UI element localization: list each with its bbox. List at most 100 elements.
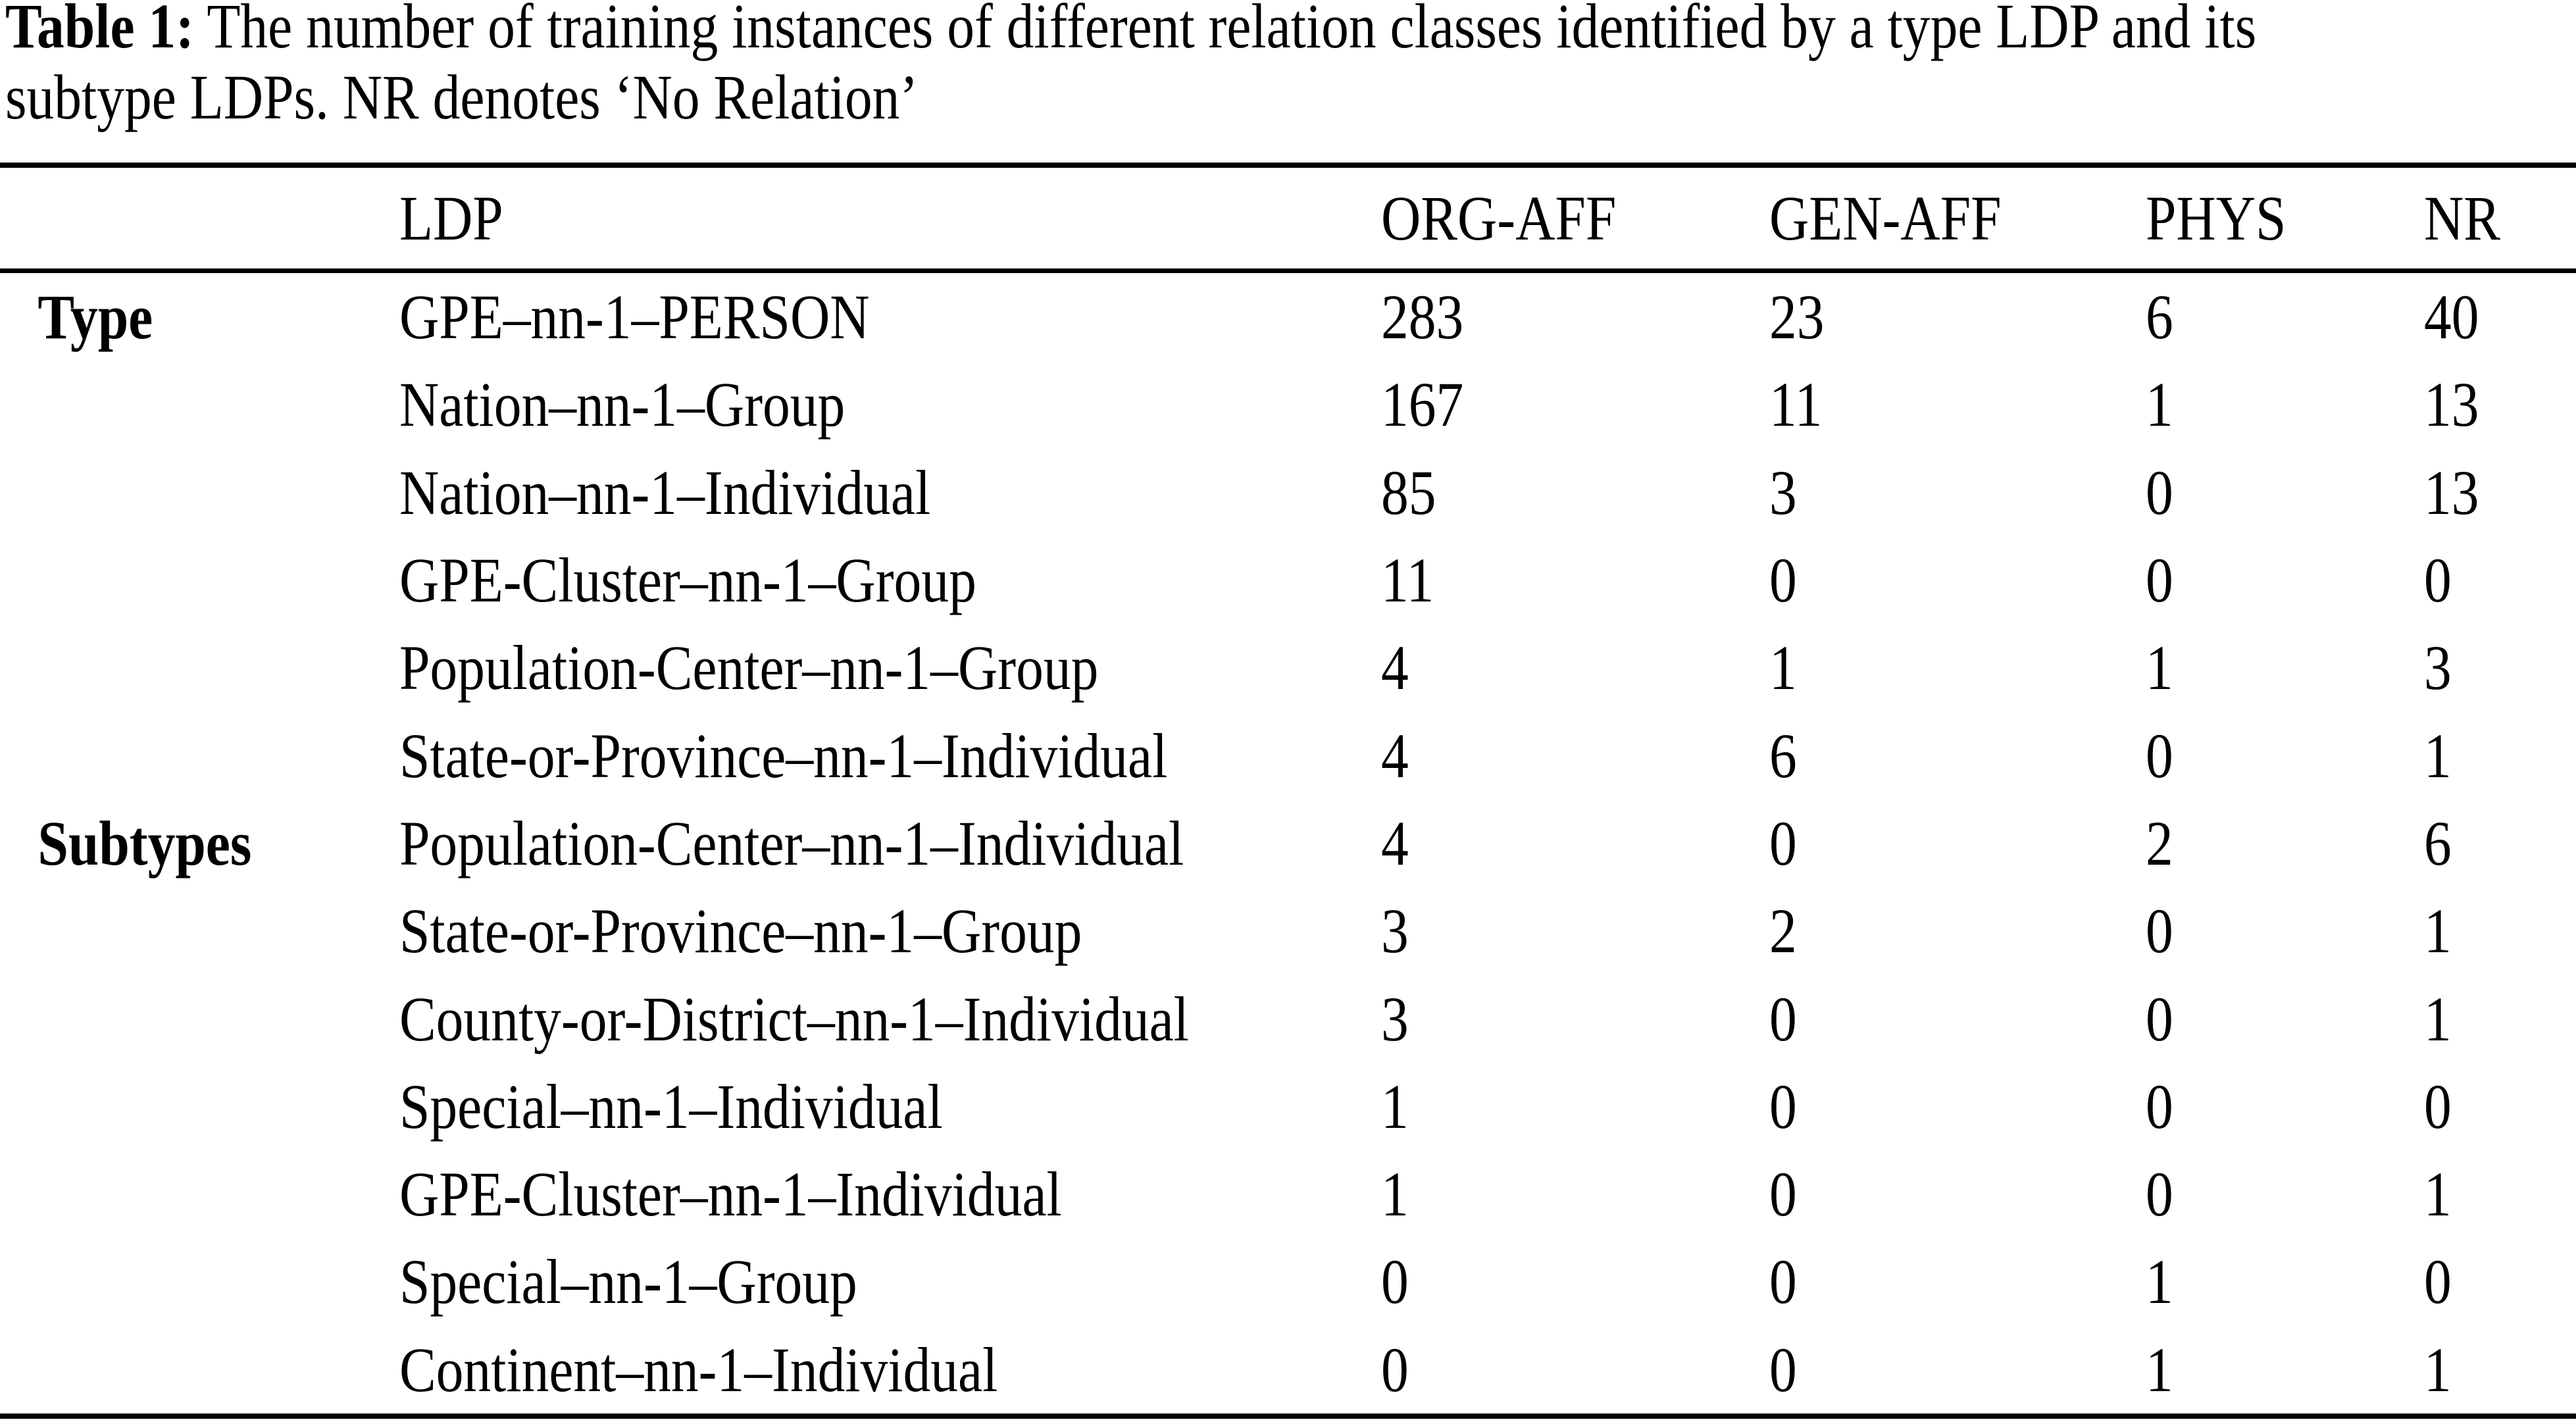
gen-aff-cell: 3	[1769, 457, 1797, 528]
gen-aff-cell: 0	[1769, 807, 1797, 879]
nr-cell: 1	[2423, 896, 2452, 967]
row-group-label	[0, 1238, 343, 1325]
nr-cell: 1	[2423, 720, 2452, 791]
gen-aff-cell: 2	[1769, 896, 1797, 967]
table-row: Special–nn-1–Group 0 0 1 0	[0, 1238, 2576, 1325]
caption-table-label: Table 1:	[5, 0, 194, 61]
phys-cell: 1	[2145, 1246, 2173, 1317]
header-phys: PHYS	[2145, 183, 2286, 253]
ldp-cell: State-or-Province–nn-1–Individual	[399, 720, 1168, 791]
ldp-cell: Population-Center–nn-1–Group	[399, 632, 1099, 703]
table-row: Special–nn-1–Individual 1 0 0 0	[0, 1063, 2576, 1150]
org-aff-cell: 167	[1380, 369, 1464, 440]
header-org-aff: ORG-AFF	[1380, 183, 1617, 253]
nr-cell: 1	[2423, 983, 2452, 1054]
table-row: Nation–nn-1–Group 167 11 1 13	[0, 361, 2576, 448]
org-aff-cell: 4	[1380, 720, 1409, 791]
gen-aff-cell: 0	[1769, 1071, 1797, 1142]
phys-cell: 0	[2145, 457, 2173, 528]
gen-aff-cell: 11	[1769, 369, 1823, 440]
phys-cell: 1	[2145, 369, 2173, 440]
org-aff-cell: 85	[1380, 457, 1436, 528]
ldp-cell: Special–nn-1–Group	[399, 1246, 857, 1317]
table-caption: Table 1: The number of training instance…	[5, 0, 2571, 133]
phys-cell: 6	[2145, 282, 2173, 353]
org-aff-cell: 11	[1380, 545, 1434, 616]
ldp-cell: Nation–nn-1–Group	[399, 369, 846, 440]
table-row: Continent–nn-1–Individual 0 0 1 1	[0, 1326, 2576, 1413]
phys-cell: 1	[2145, 1334, 2173, 1405]
table-row: Population-Center–nn-1–Group 4 1 1 3	[0, 624, 2576, 711]
nr-cell: 0	[2423, 1071, 2452, 1142]
nr-cell: 1	[2423, 1334, 2452, 1405]
org-aff-cell: 3	[1380, 896, 1409, 967]
org-aff-cell: 0	[1380, 1246, 1409, 1317]
gen-aff-cell: 1	[1769, 632, 1797, 703]
gen-aff-cell: 23	[1769, 282, 1825, 353]
phys-cell: 0	[2145, 545, 2173, 616]
caption-line-1: Table 1: The number of training instance…	[5, 0, 2571, 62]
table-row: GPE-Cluster–nn-1–Individual 1 0 0 1	[0, 1150, 2576, 1238]
gen-aff-cell: 0	[1769, 983, 1797, 1054]
table-row: County-or-District–nn-1–Individual 3 0 0…	[0, 975, 2576, 1062]
row-group-label: Subtypes	[38, 807, 252, 879]
phys-cell: 0	[2145, 720, 2173, 791]
caption-line-2-text: subtype LDPs. NR denotes ‘No Relation’	[5, 62, 919, 132]
ldp-cell: Population-Center–nn-1–Individual	[399, 807, 1184, 879]
nr-cell: 0	[2423, 1246, 2452, 1317]
row-group-label	[0, 975, 343, 1062]
row-group-label	[0, 624, 343, 711]
table-row: State-or-Province–nn-1–Group 3 2 0 1	[0, 887, 2576, 975]
nr-cell: 3	[2423, 632, 2452, 703]
nr-cell: 13	[2423, 369, 2479, 440]
ldp-cell: GPE-Cluster–nn-1–Group	[399, 545, 976, 616]
table-header-row: LDP ORG-AFF GEN-AFF PHYS NR	[0, 168, 2576, 273]
row-group-label	[0, 536, 343, 624]
org-aff-cell: 3	[1380, 983, 1409, 1054]
caption-line-1-text: Table 1: The number of training instance…	[5, 0, 2256, 62]
table-row: GPE-Cluster–nn-1–Group 11 0 0 0	[0, 536, 2576, 624]
ldp-cell: GPE-Cluster–nn-1–Individual	[399, 1159, 1062, 1230]
phys-cell: 0	[2145, 896, 2173, 967]
ldp-cell: State-or-Province–nn-1–Group	[399, 896, 1082, 967]
table-row: Subtypes Population-Center–nn-1–Individu…	[0, 800, 2576, 887]
gen-aff-cell: 0	[1769, 545, 1797, 616]
phys-cell: 1	[2145, 632, 2173, 703]
nr-cell: 6	[2423, 807, 2452, 879]
row-group-label	[0, 449, 343, 536]
row-group-label	[0, 1150, 343, 1238]
row-group-label: Type	[38, 282, 153, 353]
phys-cell: 2	[2145, 807, 2173, 879]
header-nr: NR	[2423, 183, 2500, 253]
gen-aff-cell: 0	[1769, 1159, 1797, 1230]
gen-aff-cell: 0	[1769, 1246, 1797, 1317]
org-aff-cell: 1	[1380, 1159, 1409, 1230]
phys-cell: 0	[2145, 1159, 2173, 1230]
header-group-cell	[0, 168, 343, 268]
org-aff-cell: 4	[1380, 807, 1409, 879]
nr-cell: 0	[2423, 545, 2452, 616]
phys-cell: 0	[2145, 983, 2173, 1054]
org-aff-cell: 4	[1380, 632, 1409, 703]
table-row: State-or-Province–nn-1–Individual 4 6 0 …	[0, 711, 2576, 799]
nr-cell: 13	[2423, 457, 2479, 528]
ldp-cell: GPE–nn-1–PERSON	[399, 282, 870, 353]
ldp-cell: Special–nn-1–Individual	[399, 1071, 943, 1142]
caption-body-text: The number of training instances of diff…	[193, 0, 2257, 61]
row-group-label	[0, 711, 343, 799]
row-group-label	[0, 361, 343, 448]
header-gen-aff: GEN-AFF	[1769, 183, 2002, 253]
row-group-label	[0, 1326, 343, 1413]
gen-aff-cell: 6	[1769, 720, 1797, 791]
row-group-label	[0, 887, 343, 975]
header-ldp: LDP	[399, 183, 503, 253]
gen-aff-cell: 0	[1769, 1334, 1797, 1405]
ldp-cell: County-or-District–nn-1–Individual	[399, 983, 1189, 1054]
ldp-cell: Continent–nn-1–Individual	[399, 1334, 998, 1405]
nr-cell: 1	[2423, 1159, 2452, 1230]
row-group-label	[0, 1063, 343, 1150]
caption-line-2: subtype LDPs. NR denotes ‘No Relation’	[5, 62, 2571, 133]
table-body: Type GPE–nn-1–PERSON 283 23 6 40 Nation–…	[0, 273, 2576, 1413]
table-row: Type GPE–nn-1–PERSON 283 23 6 40	[0, 273, 2576, 361]
